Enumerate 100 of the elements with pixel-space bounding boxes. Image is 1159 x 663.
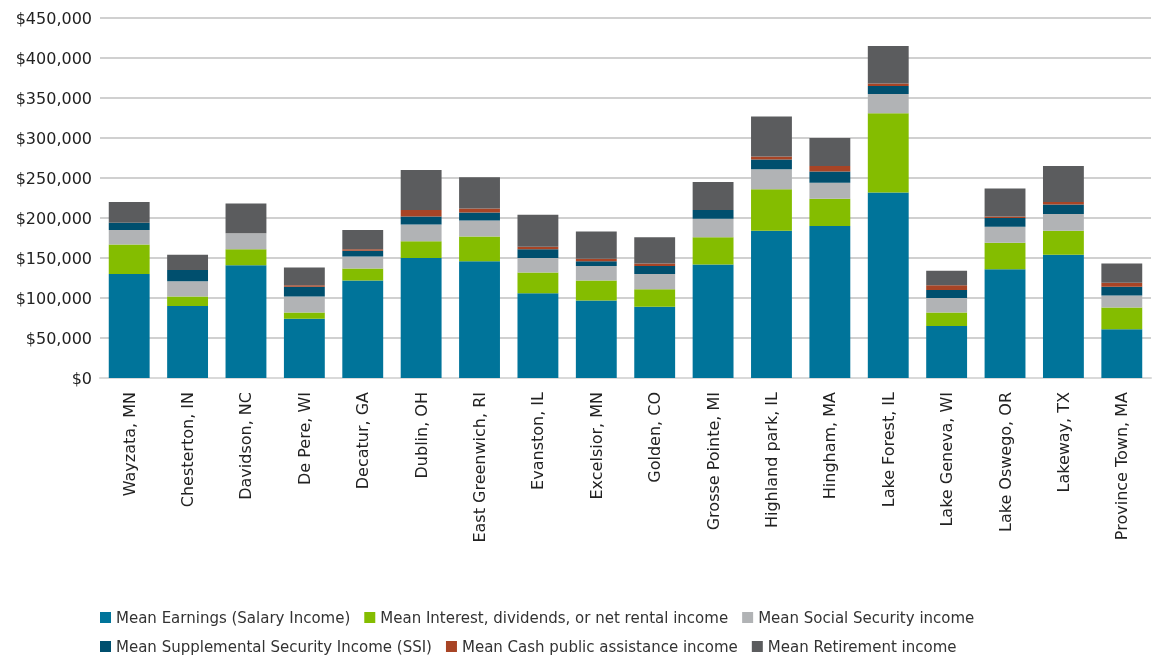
bar — [108, 244, 150, 274]
bar — [517, 272, 559, 294]
bar — [459, 212, 500, 221]
bar — [517, 258, 559, 273]
x-tick-label: Grosse Pointe, MI — [703, 392, 723, 531]
bar — [225, 233, 267, 250]
bar — [984, 242, 1026, 270]
bar — [342, 250, 384, 257]
bar — [867, 192, 909, 378]
bar — [751, 159, 792, 170]
bar — [517, 293, 559, 378]
bar — [400, 241, 442, 258]
bar — [167, 254, 209, 270]
bar — [692, 218, 734, 238]
bar — [634, 266, 676, 274]
legend-label: Mean Social Security income — [758, 608, 975, 627]
bar — [400, 210, 442, 217]
bar — [167, 306, 209, 378]
bar — [575, 280, 617, 301]
bar — [634, 274, 676, 290]
bar — [342, 280, 384, 378]
bar — [926, 326, 968, 378]
bar — [400, 170, 442, 210]
bar — [867, 94, 909, 114]
bar — [517, 214, 559, 247]
x-tick-label: Lake Oswego, OR — [995, 392, 1015, 533]
bar — [1101, 286, 1143, 296]
bar — [984, 218, 1026, 227]
bar — [926, 298, 968, 313]
bar — [108, 222, 150, 230]
bar — [1042, 230, 1084, 255]
y-tick-label: $300,000 — [15, 128, 92, 148]
x-tick-label: Golden, CO — [645, 392, 665, 483]
x-tick-label: Dublin, OH — [411, 392, 431, 479]
bar — [283, 286, 325, 297]
bar — [459, 208, 500, 213]
x-tick-label: Wayzata, MN — [119, 392, 139, 497]
y-tick-label: $400,000 — [15, 48, 92, 68]
bar — [575, 261, 617, 266]
y-tick-label: $50,000 — [25, 328, 92, 348]
bar — [926, 285, 968, 290]
bar — [984, 188, 1026, 217]
bar — [926, 270, 968, 286]
bar — [283, 312, 325, 319]
x-tick-label: Excelsior, MN — [586, 392, 606, 500]
bar — [575, 300, 617, 378]
bar — [751, 169, 792, 190]
bar — [634, 237, 676, 264]
bar — [283, 267, 325, 286]
bar — [108, 274, 150, 378]
bar — [283, 296, 325, 313]
bar — [634, 306, 676, 378]
y-tick-label: $150,000 — [15, 248, 92, 268]
bar — [634, 289, 676, 307]
bar — [809, 138, 851, 166]
bar — [400, 224, 442, 242]
x-tick-label: Evanston, IL — [528, 391, 548, 490]
bar — [400, 216, 442, 225]
bar — [984, 269, 1026, 378]
bar — [809, 166, 851, 172]
bar — [1101, 282, 1143, 287]
x-tick-label: Hingham, MA — [820, 391, 840, 500]
legend-label: Mean Retirement income — [767, 637, 957, 656]
bar — [400, 258, 442, 378]
bar — [751, 156, 792, 160]
bar — [225, 249, 267, 266]
bar — [342, 230, 384, 250]
y-tick-label: $200,000 — [15, 208, 92, 228]
x-tick-label: Lake Forest, IL — [878, 391, 898, 508]
bar — [108, 230, 150, 245]
bar — [167, 281, 209, 297]
bar — [692, 210, 734, 219]
bar — [926, 312, 968, 326]
bar — [1042, 166, 1084, 202]
y-tick-label: $250,000 — [15, 168, 92, 188]
bar — [692, 237, 734, 265]
legend-label: Mean Cash public assistance income — [461, 637, 738, 656]
bar — [459, 220, 500, 237]
bar — [1042, 214, 1084, 231]
bar — [692, 264, 734, 378]
x-tick-label: Lakeway, TX — [1053, 391, 1073, 493]
bar — [1042, 254, 1084, 378]
x-tick-label: Chesterton, IN — [178, 392, 198, 508]
x-tick-label: De Pere, WI — [294, 392, 314, 485]
bar — [1101, 263, 1143, 283]
x-tick-label: Decatur, GA — [353, 391, 373, 490]
x-tick-label: Davidson, NC — [236, 392, 256, 500]
bar — [459, 261, 500, 378]
y-tick-label: $100,000 — [15, 288, 92, 308]
bar — [225, 265, 267, 378]
bar — [1101, 329, 1143, 378]
bar — [751, 116, 792, 157]
bar — [692, 182, 734, 210]
y-tick-label: $350,000 — [15, 88, 92, 108]
bar — [809, 226, 851, 378]
bar — [809, 171, 851, 183]
bar — [867, 86, 909, 94]
bar — [809, 182, 851, 199]
bar — [751, 189, 792, 231]
bar — [342, 256, 384, 269]
